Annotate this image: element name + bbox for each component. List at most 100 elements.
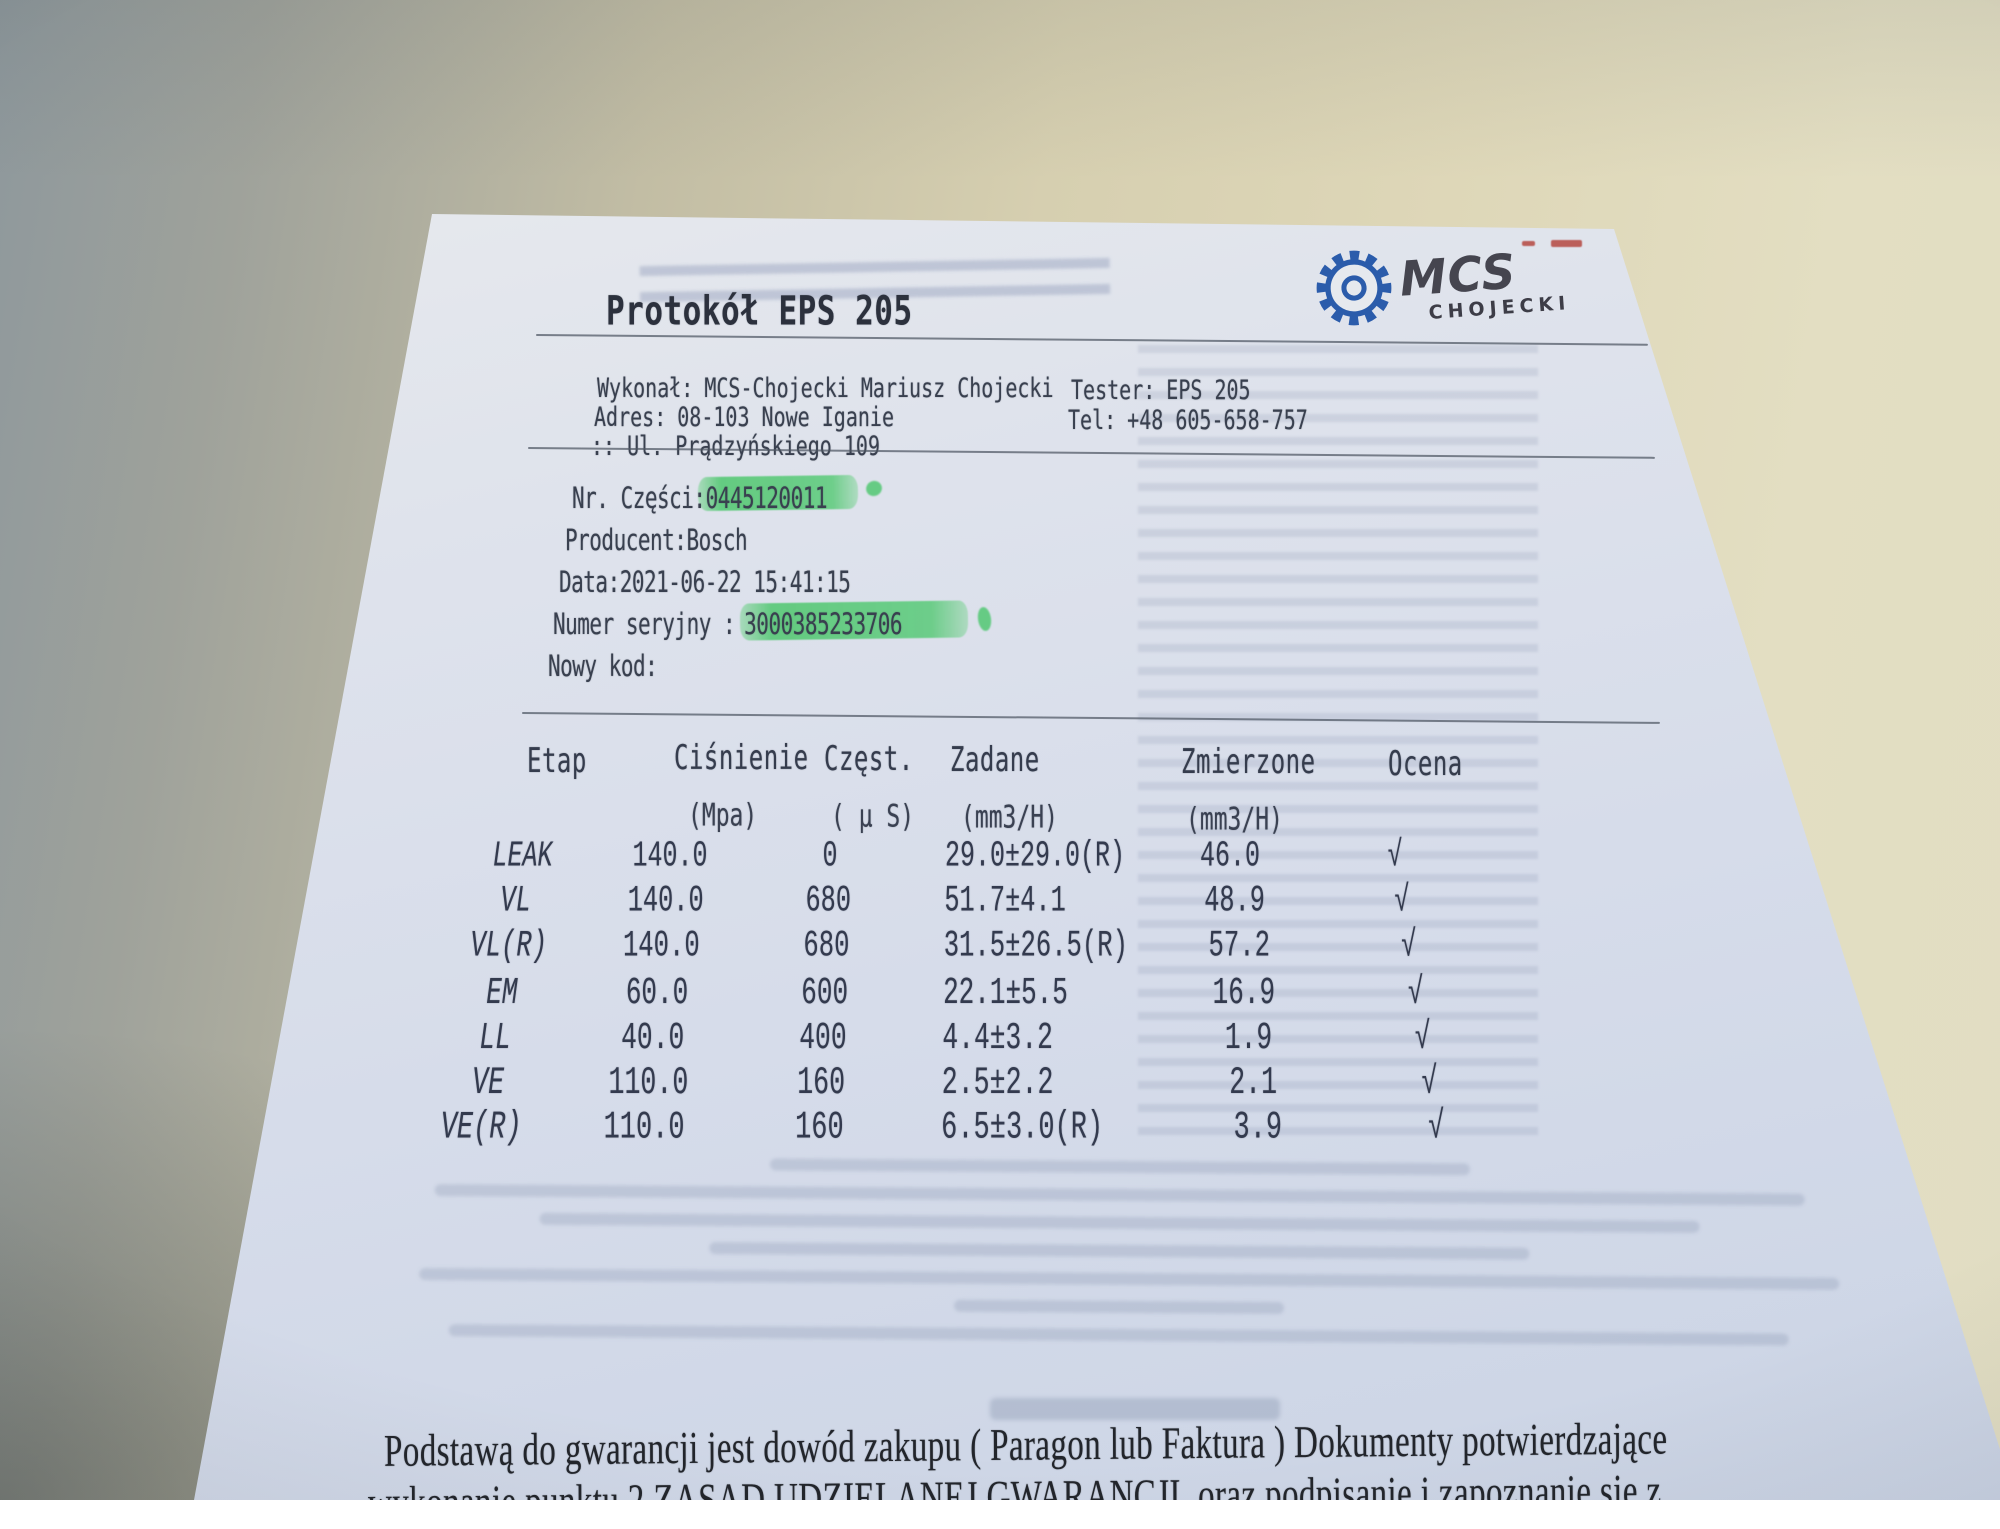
cell-zmierzone: 1.9 xyxy=(1224,1016,1273,1060)
checkmark-icon: √ xyxy=(1428,1107,1445,1151)
id-producent-line: Producent:Bosch xyxy=(565,523,748,557)
doc-title: Protokół EPS 205 xyxy=(606,288,913,335)
cell-cisnienie: 140.0 xyxy=(627,880,704,923)
cell-zmierzone: 57.2 xyxy=(1208,925,1270,968)
cell-zadane: 31.5±26.5(R) xyxy=(943,925,1128,968)
date-value: 2021-06-22 15:41:15 xyxy=(619,565,851,599)
wykonal-label: Wykonał: xyxy=(597,371,694,404)
checkmark-icon: √ xyxy=(1394,880,1410,923)
checkmark-icon: √ xyxy=(1407,971,1424,1015)
table-header-zadane: Zadane xyxy=(950,740,1040,780)
logo-red-mark xyxy=(1522,241,1535,246)
cell-cisnienie: 110.0 xyxy=(603,1107,685,1151)
id-newcode-line: Nowy kod: xyxy=(548,649,666,683)
adres-label: Adres: xyxy=(594,400,667,433)
tester-label: Tester: xyxy=(1071,373,1156,406)
cell-etap: VL(R) xyxy=(470,925,548,968)
cell-czest: 680 xyxy=(805,880,851,923)
cell-etap: VE xyxy=(472,1061,505,1105)
cell-zadane: 4.4±3.2 xyxy=(942,1016,1053,1060)
id-serial-line: Numer seryjny :3000385233706 xyxy=(553,607,903,641)
brand-logo: MCS CHOJECKI xyxy=(1312,244,1652,336)
table-header-cisnienie: Ciśnienie xyxy=(674,738,809,778)
table-header-ocena: Ocena xyxy=(1388,744,1463,784)
producent-value: Bosch xyxy=(686,523,748,557)
adres-value: 08-103 Nowe Iganie xyxy=(677,400,894,433)
table-row: VE(R) 110.0 160 6.5±3.0(R) 3.9 √ xyxy=(392,1107,1488,1151)
table-header-etap: Etap xyxy=(527,741,587,781)
cell-zadane: 22.1±5.5 xyxy=(943,971,1068,1015)
tel-value: +48 605-658-757 xyxy=(1127,403,1308,436)
cell-zadane: 51.7±4.1 xyxy=(944,880,1066,923)
table-row: LL 40.0 400 4.4±3.2 1.9 √ xyxy=(408,1016,1472,1060)
tester-value: EPS 205 xyxy=(1166,373,1251,406)
cell-cisnienie: 140.0 xyxy=(632,835,708,878)
serial-value: 3000385233706 xyxy=(744,607,903,641)
footer-guarantee-line2: wykonanie punktu 2 ZASAD UDZIELANEJ GWAR… xyxy=(367,1466,1662,1529)
checkmark-icon: √ xyxy=(1421,1061,1438,1105)
cell-czest: 0 xyxy=(822,835,838,878)
bleed-through-heading xyxy=(990,1398,1280,1420)
table-row: LEAK 140.0 0 29.0±29.0(R) 46.0 √ xyxy=(440,838,1440,874)
cell-zmierzone: 3.9 xyxy=(1233,1107,1283,1151)
cell-czest: 680 xyxy=(803,925,850,968)
table-unit-us: ( µ S) xyxy=(831,799,915,835)
issuer-street-line: :: Ul. Prądzyńskiego 109 xyxy=(591,429,880,462)
newcode-label: Nowy kod: xyxy=(548,649,658,683)
table-row: VE 110.0 160 2.5±2.2 2.1 √ xyxy=(400,1064,1480,1103)
id-part-line: Nr. Części:0445120011 xyxy=(572,481,828,515)
part-number-value: 0445120011 xyxy=(705,481,828,515)
cell-zadane: 6.5±3.0(R) xyxy=(941,1107,1104,1151)
issuer-tester-line: Tester: EPS 205 xyxy=(1071,376,1251,403)
checkmark-icon: √ xyxy=(1387,835,1403,878)
cell-czest: 160 xyxy=(795,1107,844,1151)
cell-etap: EM xyxy=(486,971,518,1015)
cell-etap: VE(R) xyxy=(440,1107,522,1151)
cell-zadane: 29.0±29.0(R) xyxy=(945,835,1126,878)
table-unit-mm3h-2: (mm3/H) xyxy=(1186,802,1283,838)
table-unit-mpa: (Mpa) xyxy=(688,798,758,834)
cell-cisnienie: 140.0 xyxy=(622,925,700,968)
cell-cisnienie: 60.0 xyxy=(625,971,689,1015)
date-label: Data: xyxy=(559,565,620,599)
gear-icon xyxy=(1316,250,1392,326)
section-rule xyxy=(521,712,1660,724)
footer-guarantee-line1: Podstawą do gwarancji jest dowód zakupu … xyxy=(383,1414,1668,1477)
issuer-tel-line: Tel: +48 605-658-757 xyxy=(1068,406,1308,433)
checkmark-icon: √ xyxy=(1414,1016,1431,1060)
cell-cisnienie: 40.0 xyxy=(621,1016,685,1060)
wykonal-value: MCS-Chojecki Mariusz Chojecki xyxy=(704,371,1054,404)
logo-red-mark xyxy=(1551,240,1582,247)
cell-zmierzone: 48.9 xyxy=(1204,880,1265,923)
cell-zmierzone: 46.0 xyxy=(1199,835,1260,878)
id-date-line: Data:2021-06-22 15:41:15 xyxy=(559,565,851,599)
cell-czest: 600 xyxy=(801,971,849,1015)
table-header-zmierzone: Zmierzone xyxy=(1181,742,1316,782)
cell-zadane: 2.5±2.2 xyxy=(941,1061,1054,1105)
cell-zmierzone: 16.9 xyxy=(1212,971,1276,1015)
serial-label: Numer seryjny : xyxy=(553,607,736,641)
table-row: VL(R) 140.0 680 31.5±26.5(R) 57.2 √ xyxy=(424,928,1456,965)
producent-label: Producent: xyxy=(565,523,687,557)
cell-czest: 400 xyxy=(799,1016,847,1060)
table-unit-mm3h-1: (mm3/H) xyxy=(961,800,1058,836)
cell-cisnienie: 110.0 xyxy=(608,1061,689,1105)
highlighter-tail xyxy=(863,478,885,499)
part-number-label: Nr. Części: xyxy=(572,481,706,515)
tel-label: Tel: xyxy=(1068,403,1117,436)
cell-etap: LEAK xyxy=(492,835,553,878)
table-row: EM 60.0 600 22.1±5.5 16.9 √ xyxy=(416,974,1464,1012)
cell-czest: 160 xyxy=(797,1061,846,1105)
checkmark-icon: √ xyxy=(1401,925,1417,968)
issuer-adres-line: Adres: 08-103 Nowe Iganie xyxy=(594,403,894,430)
cell-etap: LL xyxy=(479,1016,511,1060)
table-header-czest: Częst. xyxy=(824,739,914,779)
highlighter-tail xyxy=(976,606,993,632)
cell-etap: VL xyxy=(500,880,531,923)
cell-zmierzone: 2.1 xyxy=(1229,1061,1278,1105)
issuer-wykonal-line: Wykonał: MCS-Chojecki Mariusz Chojecki xyxy=(597,374,1054,401)
bleed-through-middle xyxy=(419,1156,1840,1362)
table-row: VL 140.0 680 51.7±4.1 48.9 √ xyxy=(432,883,1448,920)
